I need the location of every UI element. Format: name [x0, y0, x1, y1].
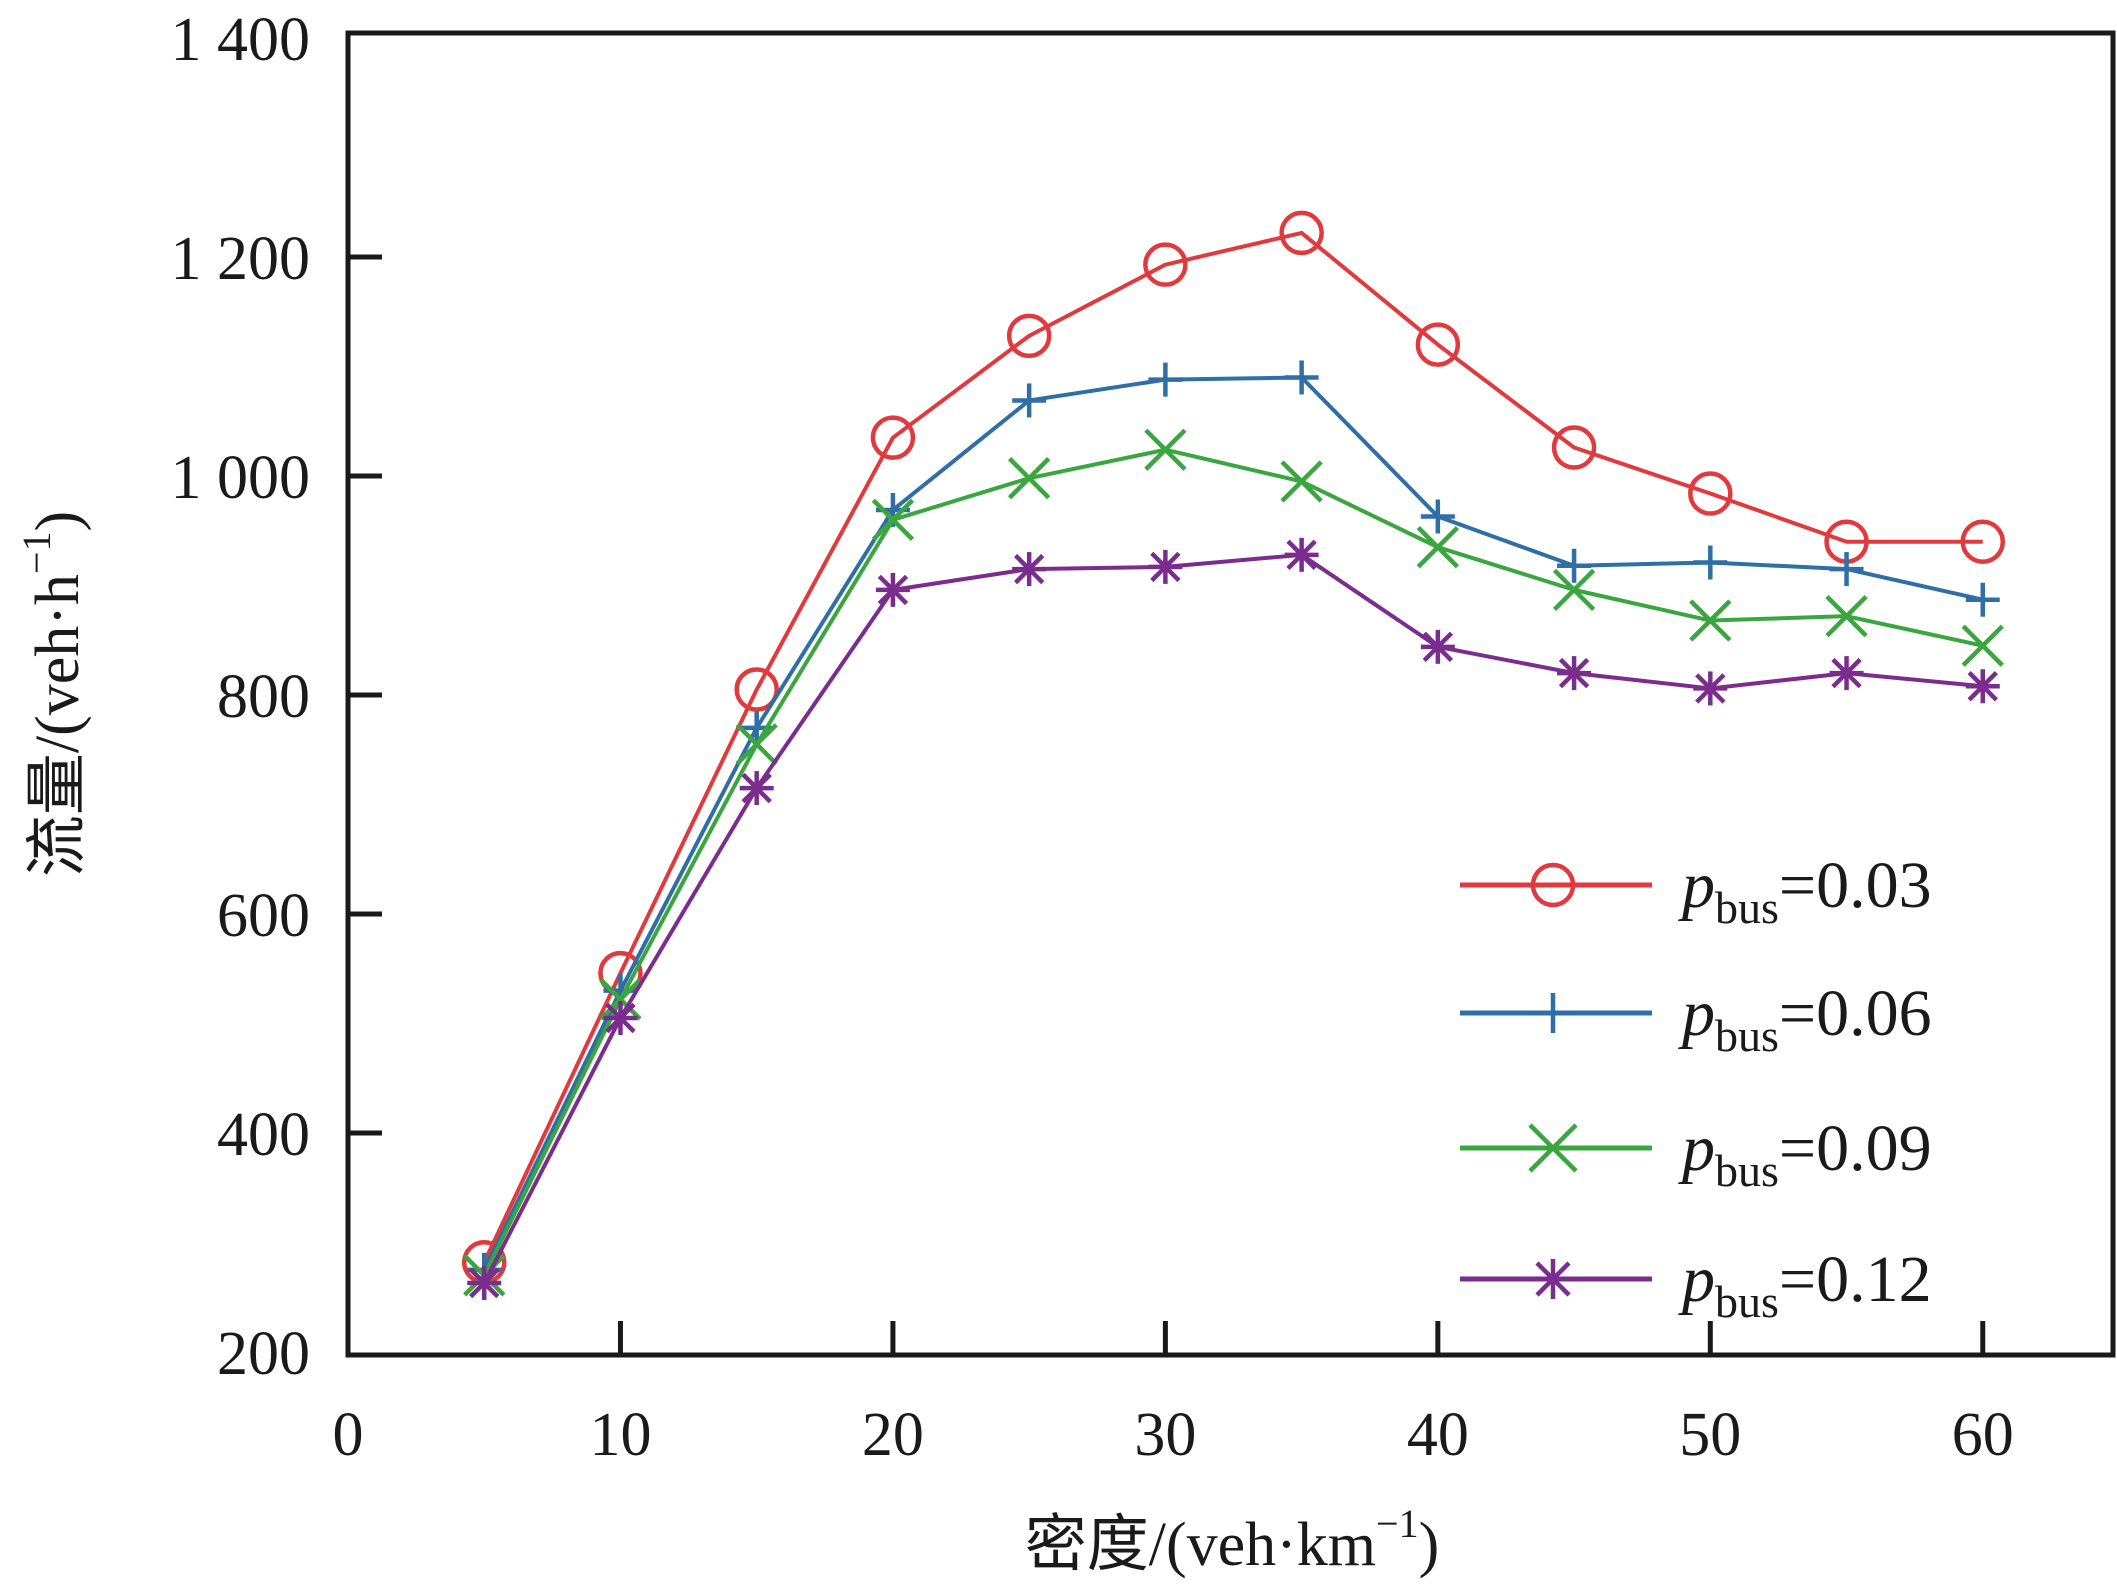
legend-label: pbus=0.12: [1678, 1243, 1932, 1327]
data-point: [1693, 545, 1728, 580]
data-point: [734, 667, 779, 712]
legend: pbus=0.03 pbus=0.06 pbus=0.09 pbus=0.12: [1460, 849, 1932, 1327]
data-point: [1148, 549, 1183, 584]
legend-item: pbus=0.03: [1460, 849, 1932, 933]
y-tick-label: 1 400: [171, 6, 311, 74]
series-layer: [461, 210, 2006, 1301]
data-point: [467, 1266, 502, 1301]
data-point: [1148, 362, 1183, 397]
x-tick-label: 40: [1407, 1401, 1469, 1469]
data-point: [1965, 582, 2000, 617]
data-point: [739, 771, 774, 806]
data-point: [599, 978, 642, 1021]
data-point: [1825, 595, 1868, 638]
series-line: [482, 552, 1983, 1284]
legend-item: pbus=0.12: [1460, 1243, 1932, 1327]
data-point: [1284, 537, 1319, 572]
data-point: [1689, 599, 1732, 642]
data-point: [1416, 526, 1459, 569]
data-point: [1960, 519, 2006, 564]
data-point: [1415, 322, 1461, 367]
data-point: [1006, 313, 1052, 359]
data-point: [1280, 460, 1323, 503]
y-tick-label: 200: [217, 1320, 310, 1388]
legend-marker-x-icon: [1528, 1123, 1578, 1173]
data-point: [1557, 656, 1592, 691]
series-3: [463, 428, 2004, 1297]
y-tick-label: 1 000: [171, 444, 311, 512]
data-point: [1551, 425, 1597, 470]
x-tick-label: 0: [333, 1401, 364, 1469]
legend-label: pbus=0.06: [1678, 977, 1932, 1061]
data-point: [1144, 428, 1187, 471]
y-tick-label: 600: [217, 882, 310, 950]
data-point: [1961, 624, 2004, 667]
series-4: [467, 537, 2000, 1301]
x-tick-label: 30: [1134, 1401, 1196, 1469]
y-tick-label: 800: [217, 663, 310, 731]
y-axis-title: 流量/(veh·h−1): [14, 511, 92, 877]
x-tick-label: 10: [589, 1401, 651, 1469]
data-point: [603, 1001, 638, 1036]
y-tick-label: 1 200: [171, 225, 311, 293]
data-point: [871, 498, 915, 541]
legend-label: pbus=0.03: [1678, 849, 1932, 933]
data-point: [1557, 548, 1592, 583]
data-point: [1420, 629, 1455, 664]
series-1: [461, 210, 2006, 1285]
legend-marker-circle-icon: [1530, 862, 1576, 908]
y-tick-label: 400: [217, 1101, 310, 1169]
data-point: [1420, 499, 1455, 534]
legend-marker-star-icon: [1533, 1259, 1573, 1299]
legend-label: pbus=0.09: [1678, 1112, 1932, 1196]
data-point: [1284, 360, 1319, 395]
data-point: [1279, 210, 1324, 256]
data-point: [870, 415, 916, 460]
data-point: [1143, 242, 1188, 287]
data-point: [875, 572, 910, 607]
data-point: [1688, 471, 1733, 516]
series-line: [482, 230, 1983, 1264]
x-axis-title: 密度/(veh·km−1): [1025, 1501, 1439, 1579]
legend-item: pbus=0.09: [1460, 1112, 1932, 1196]
data-point: [1829, 656, 1864, 691]
x-tick-label: 60: [1952, 1401, 2014, 1469]
ticks-layer: 0 10 20 30 40 50 60 200 400 600 800 1 000 1 200 1 400: [171, 6, 2014, 1469]
data-point: [1012, 383, 1047, 418]
x-tick-label: 50: [1679, 1401, 1741, 1469]
data-point: [1552, 568, 1596, 612]
data-point: [735, 723, 778, 766]
data-point: [1965, 669, 2000, 704]
series-line: [482, 447, 1984, 1277]
legend-marker-plus-icon: [1533, 993, 1573, 1033]
data-point: [1693, 671, 1728, 706]
legend-item: pbus=0.06: [1460, 977, 1932, 1061]
x-tick-label: 20: [862, 1401, 924, 1469]
series-line: [482, 375, 1984, 1271]
data-point: [1012, 552, 1047, 587]
data-point: [1829, 552, 1864, 587]
data-point: [1008, 457, 1051, 500]
